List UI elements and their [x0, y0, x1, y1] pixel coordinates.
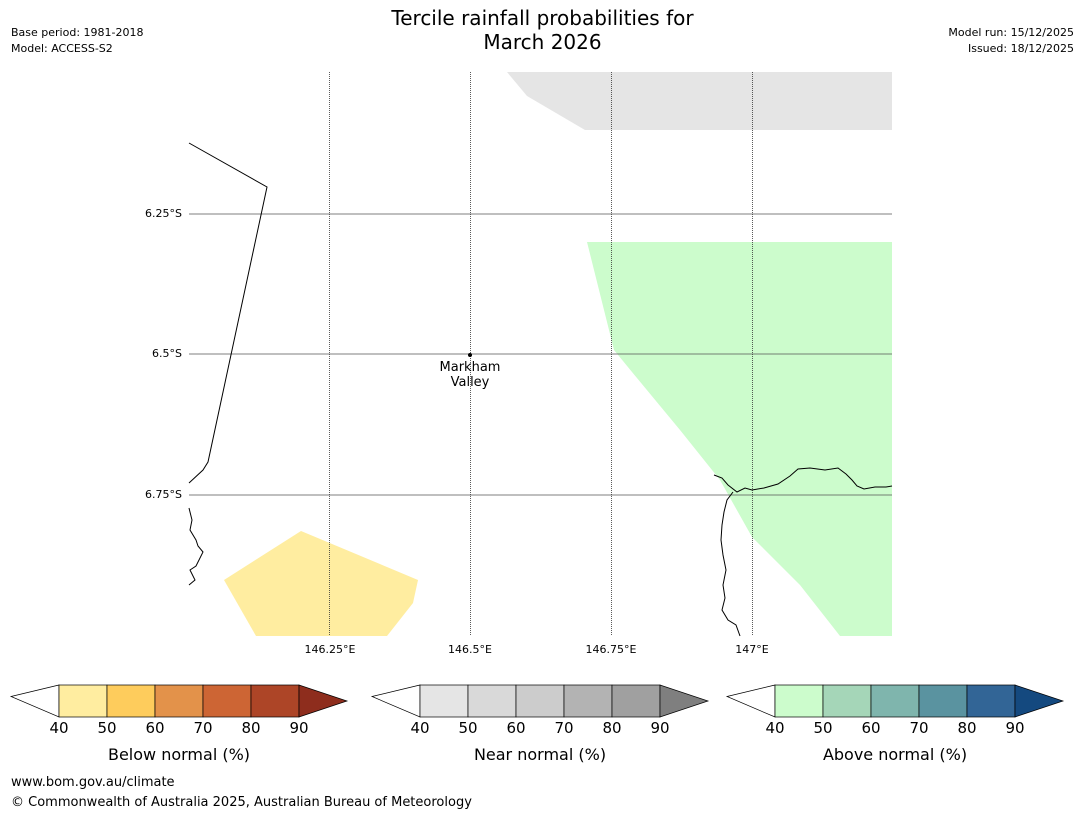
colorbar-tick-label: 40 [765, 719, 785, 737]
colorbar-tick-label: 40 [49, 719, 69, 737]
colorbar-segment [611, 684, 661, 718]
colorbar-segment [106, 684, 156, 718]
lat-label-6-5S: 6.5°S [152, 347, 182, 360]
colorbar-segment [419, 684, 469, 718]
colorbar-tick-label: 60 [145, 719, 165, 737]
header-right: Model run: 15/12/2025 Issued: 18/12/2025 [948, 25, 1074, 57]
province-boundary [188, 142, 268, 484]
place-name-line-2: Valley [450, 375, 490, 390]
colorbar-tick-label: 80 [957, 719, 977, 737]
title-line-2: March 2026 [483, 30, 602, 54]
place-label: Markham Valley [420, 360, 520, 390]
colorbar-tick-label: 40 [410, 719, 430, 737]
base-period: Base period: 1981-2018 [11, 26, 144, 39]
below-normal-region [224, 531, 418, 636]
colorbar-near-normal [370, 684, 710, 718]
colorbar-segment [515, 684, 565, 718]
colorbar-over-triangle [298, 684, 349, 718]
colorbar-tick-label: 80 [241, 719, 261, 737]
colorbar-label-above: Above normal (%) [822, 745, 968, 764]
latitude-gridlines [189, 213, 892, 496]
footer-copyright: © Commonwealth of Australia 2025, Austra… [11, 795, 472, 810]
colorbar-tick-label: 70 [909, 719, 929, 737]
colorbar-segment [250, 684, 300, 718]
colorbar-segment [870, 684, 920, 718]
west-coast-fragment [188, 507, 204, 586]
lon-label-146-75E: 146.75°E [585, 643, 637, 656]
near-normal-region [507, 72, 892, 130]
header-left: Base period: 1981-2018 Model: ACCESS-S2 [11, 25, 143, 57]
colorbar-label-below: Below normal (%) [107, 745, 251, 764]
lon-label-146-25E: 146.25°E [304, 643, 356, 656]
colorbar-below-normal [9, 684, 349, 718]
colorbar-label-near: Near normal (%) [473, 745, 607, 764]
colorbar-over-triangle [1014, 684, 1065, 718]
place-name-line-1: Markham [439, 360, 501, 375]
colorbar-tick-label: 90 [289, 719, 309, 737]
map-title: Tercile rainfall probabilities for March… [0, 6, 1085, 54]
issued-date: Issued: 18/12/2025 [967, 42, 1074, 55]
colorbar-above-normal [725, 684, 1065, 718]
colorbar-tick-label: 60 [861, 719, 881, 737]
colorbar-segment [154, 684, 204, 718]
colorbar-segment [467, 684, 517, 718]
colorbar-tick-label: 50 [97, 719, 117, 737]
colorbar-under-triangle [370, 684, 421, 718]
model-run: Model run: 15/12/2025 [948, 26, 1074, 39]
colorbar-tick-label: 70 [554, 719, 574, 737]
colorbar-segment [918, 684, 968, 718]
above-normal-region [587, 242, 892, 636]
colorbar-segment [966, 684, 1016, 718]
peninsula-coastline [720, 491, 741, 637]
colorbar-tick-label: 50 [813, 719, 833, 737]
title-line-1: Tercile rainfall probabilities for [391, 6, 694, 30]
lon-label-146-5E: 146.5°E [448, 643, 492, 656]
lon-label-147E: 147°E [735, 643, 769, 656]
lat-label-6-25S: 6.25°S [145, 207, 182, 220]
colorbar-tick-label: 50 [458, 719, 478, 737]
colorbar-over-triangle [659, 684, 710, 718]
colorbar-segment [563, 684, 613, 718]
colorbars-canvas [9, 684, 1065, 718]
colorbar-segment [822, 684, 872, 718]
colorbar-tick-label: 90 [1005, 719, 1025, 737]
colorbar-under-triangle [725, 684, 776, 718]
footer-url: www.bom.gov.au/climate [11, 775, 175, 790]
colorbar-tick-label: 80 [602, 719, 622, 737]
colorbar-segment [202, 684, 252, 718]
colorbar-tick-label: 70 [193, 719, 213, 737]
model-name: Model: ACCESS-S2 [11, 42, 113, 55]
colorbar-segment [774, 684, 824, 718]
colorbar-segment [58, 684, 108, 718]
lat-label-6-75S: 6.75°S [145, 488, 182, 501]
colorbar-tick-label: 60 [506, 719, 526, 737]
gulf-coastline [713, 467, 893, 493]
colorbar-under-triangle [9, 684, 60, 718]
colorbar-tick-label: 90 [650, 719, 670, 737]
markham-valley-marker [468, 353, 472, 357]
